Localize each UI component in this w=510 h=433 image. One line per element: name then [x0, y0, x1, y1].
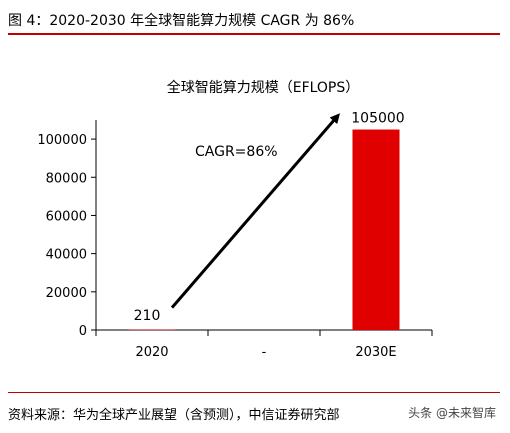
- y-tick-label: 60000: [46, 209, 87, 224]
- cagr-annotation: CAGR=86%: [195, 144, 278, 160]
- x-tick-label: -: [262, 345, 267, 360]
- watermark: 头条 @未来智库: [408, 406, 496, 420]
- bottom-rule: [8, 392, 500, 393]
- x-axis: 2020 - 2030E: [95, 329, 433, 360]
- x-tick-label: 2030E: [355, 345, 396, 360]
- y-axis: 0 20000 40000 60000 80000 100000: [37, 120, 97, 339]
- y-tick-label: 0: [79, 324, 87, 339]
- y-tick-label: 20000: [46, 286, 87, 301]
- y-tick-label: 80000: [46, 171, 87, 186]
- data-label: 210: [134, 308, 161, 324]
- figure-source: 资料来源：华为全球产业展望（含预测），中信证券研究部: [8, 408, 340, 423]
- top-rule: [8, 33, 500, 35]
- y-tick-label: 40000: [46, 248, 87, 263]
- x-tick-label: 2020: [135, 345, 168, 360]
- chart-title: 全球智能算力规模（EFLOPS）: [167, 79, 360, 96]
- y-tick-label: 100000: [37, 133, 87, 148]
- data-label: 105000: [351, 111, 404, 127]
- figure-label-text: 图 4：2020-2030 年全球智能算力规模 CAGR 为 86%: [8, 13, 355, 29]
- figure-label: 图 4：2020-2030 年全球智能算力规模 CAGR 为 86%: [8, 10, 502, 30]
- bar: [128, 329, 176, 331]
- annotations: CAGR=86%: [170, 113, 340, 309]
- cagr-arrow: [170, 113, 340, 309]
- bars: 210 105000: [128, 111, 405, 331]
- bar: [352, 129, 400, 330]
